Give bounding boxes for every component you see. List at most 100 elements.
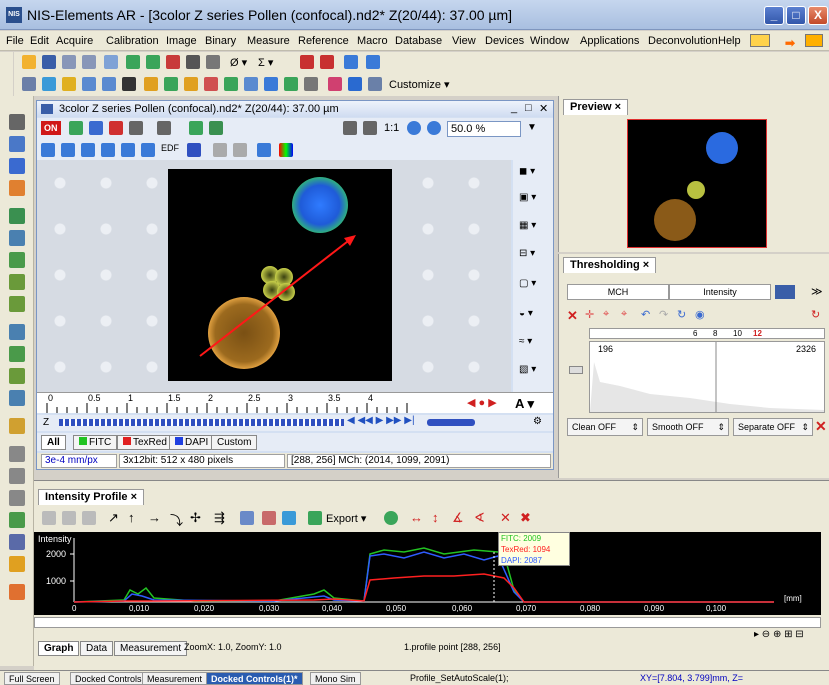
sync-icon[interactable]: [61, 143, 75, 157]
channels-icon[interactable]: [328, 77, 342, 91]
delete-measure-icon[interactable]: ✕: [500, 510, 511, 525]
pane-icon[interactable]: [9, 534, 25, 550]
separate-spinner-icon[interactable]: ⇕: [801, 422, 809, 432]
z-frames-track[interactable]: [59, 419, 344, 426]
speed-slider[interactable]: [427, 419, 475, 426]
split-icon[interactable]: [81, 143, 95, 157]
open-icon[interactable]: [22, 55, 36, 69]
zoom-in-icon[interactable]: [407, 121, 421, 135]
taskbar-mono-sim[interactable]: Mono Sim: [310, 672, 361, 685]
points-icon[interactable]: [184, 77, 198, 91]
arrow-right-icon[interactable]: ➡: [785, 36, 796, 50]
cells-icon[interactable]: [284, 77, 298, 91]
scale-icon[interactable]: [69, 121, 83, 135]
crosshair-icon[interactable]: ✛: [585, 309, 595, 321]
star-icon[interactable]: [9, 418, 25, 434]
undo-icon[interactable]: [62, 55, 76, 69]
crosshair-minus-icon[interactable]: ⌖: [621, 308, 628, 320]
taskbar-docked-controls-active[interactable]: Docked Controls(1)*: [206, 672, 303, 685]
polyline-icon[interactable]: ⤵: [170, 513, 184, 528]
brush-icon[interactable]: [9, 584, 25, 600]
preview-tab[interactable]: Preview ×: [563, 99, 629, 115]
roi-icon[interactable]: [9, 180, 25, 196]
menu-window[interactable]: Window: [530, 35, 570, 47]
menu-help[interactable]: Help: [718, 35, 741, 47]
axis-icon[interactable]: [240, 511, 254, 525]
macro-icon[interactable]: [300, 55, 314, 69]
mch-mode-button[interactable]: MCH: [567, 284, 669, 300]
objective-icon[interactable]: [82, 77, 96, 91]
refresh-threshold-icon[interactable]: ↻: [677, 309, 687, 321]
play-icon[interactable]: [146, 55, 160, 69]
nd-icon[interactable]: [9, 208, 25, 224]
doc-maximize-button[interactable]: □: [525, 102, 532, 114]
shutter-icon[interactable]: [122, 77, 136, 91]
separate-toggle[interactable]: Separate OFF ⇕: [733, 418, 813, 436]
edf-button[interactable]: EDF: [161, 143, 179, 153]
text-a-icon[interactable]: [144, 77, 158, 91]
text-annotation-button[interactable]: A ▾: [515, 396, 535, 411]
menu-devices[interactable]: Devices: [485, 35, 525, 47]
close-button[interactable]: X: [808, 6, 828, 25]
menu-edit[interactable]: Edit: [30, 35, 49, 47]
menu-file[interactable]: File: [6, 35, 24, 47]
lut-on-button[interactable]: ON: [41, 121, 61, 135]
settings-icon[interactable]: [304, 77, 318, 91]
export-icon[interactable]: [9, 490, 25, 506]
run-macro-icon[interactable]: [320, 55, 334, 69]
menu-acquire[interactable]: Acquire: [56, 35, 94, 47]
capture-icon[interactable]: [104, 55, 118, 69]
shape-overlay-button[interactable]: ◒ ▾: [519, 308, 533, 319]
tab-all[interactable]: All: [41, 435, 66, 450]
refresh-profile-icon[interactable]: [384, 511, 398, 525]
image-viewer[interactable]: [37, 160, 511, 392]
play-macro-icon[interactable]: [9, 512, 25, 528]
zoom-out-icon[interactable]: [427, 121, 441, 135]
crosshair-plus-icon[interactable]: ⌖: [603, 308, 610, 320]
pen-icon[interactable]: [102, 77, 116, 91]
bit-scale[interactable]: 6 8 10 12: [589, 328, 825, 339]
filter-icon[interactable]: [22, 77, 36, 91]
layers-icon[interactable]: [9, 252, 25, 268]
measure-h-icon[interactable]: ↔: [410, 510, 423, 525]
export-button[interactable]: Export ▾: [326, 513, 367, 525]
measure-v-icon[interactable]: ↕: [432, 510, 439, 525]
zoom-select[interactable]: 50.0 %: [447, 121, 521, 137]
gear-icon[interactable]: [9, 556, 25, 572]
draw-tool-icon[interactable]: [157, 121, 171, 135]
menu-macro[interactable]: Macro: [357, 35, 388, 47]
background-color-button[interactable]: ◼ ▾: [519, 166, 536, 177]
record-icon[interactable]: [166, 55, 180, 69]
ruler-bar[interactable]: 0 0.5 1 1.5 2 2.5 3 3.5 4 ◀ ● ▶ A ▾: [37, 392, 553, 413]
maximize-button[interactable]: □: [786, 6, 806, 25]
roi-overlay-button[interactable]: ▢ ▾: [519, 278, 537, 289]
zoom-controls[interactable]: ▸ ⊖ ⊕ ⊞ ⊟: [754, 629, 804, 640]
fit-width-icon[interactable]: [363, 121, 377, 135]
intensity-mode-button[interactable]: Intensity: [669, 284, 771, 300]
timer-icon[interactable]: [9, 230, 25, 246]
save-icon[interactable]: [42, 55, 56, 69]
tab-graph[interactable]: Graph: [38, 641, 80, 656]
channel-view-icon[interactable]: [41, 143, 55, 157]
reset-icon[interactable]: [109, 121, 123, 135]
microscopy-image[interactable]: [168, 169, 392, 381]
sphere-icon[interactable]: [233, 143, 247, 157]
profile-plot[interactable]: Intensity 2000 1000 FITC: 2009 TexRed: 1…: [34, 532, 821, 615]
picture-button[interactable]: ▧ ▾: [519, 364, 537, 375]
collapse-icon[interactable]: ≫: [811, 286, 823, 298]
sigma-dropdown[interactable]: Σ ▾: [258, 57, 274, 69]
sum-icon[interactable]: [264, 77, 278, 91]
slice-icon[interactable]: [121, 143, 135, 157]
arrow-up-icon[interactable]: ↑: [128, 510, 135, 525]
histogram-icon[interactable]: [204, 77, 218, 91]
grid-mode-icon[interactable]: [82, 511, 96, 525]
bulb-icon[interactable]: [62, 77, 76, 91]
folder-icon[interactable]: [805, 34, 823, 47]
delete-all-icon[interactable]: ✖: [520, 510, 531, 525]
clean-spinner-icon[interactable]: ⇕: [631, 422, 639, 432]
z-slider-bar[interactable]: Z ◀ ◀◀ ▶ ▶▶ ▶| ⚙: [37, 415, 553, 431]
zoom-dropdown-arrow[interactable]: ▼: [527, 122, 537, 133]
menu-calibration[interactable]: Calibration: [106, 35, 159, 47]
color-bars-icon[interactable]: [279, 143, 293, 157]
clear-threshold-icon[interactable]: ✕: [567, 308, 578, 323]
